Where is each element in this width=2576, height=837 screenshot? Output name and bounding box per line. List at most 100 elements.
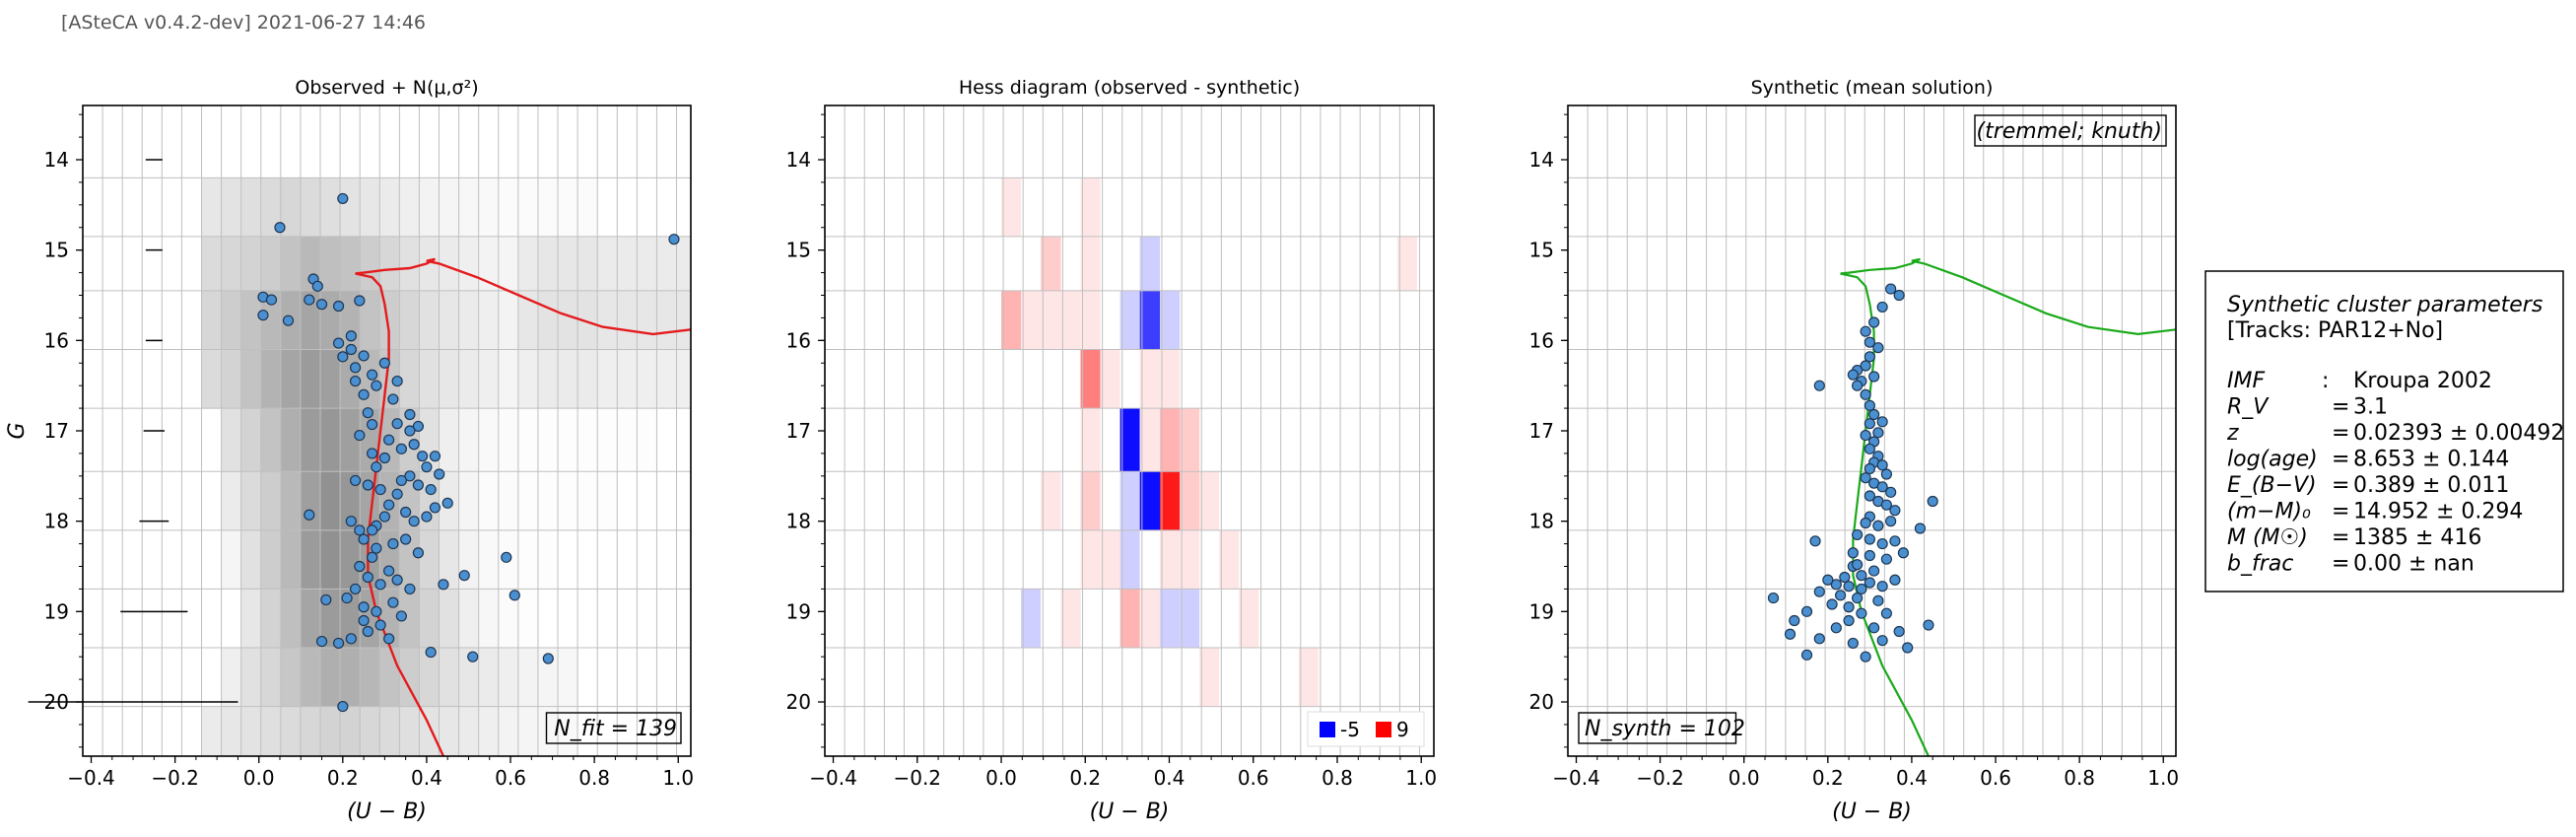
density-bin [597, 349, 618, 409]
x-tick-label: 0.0 [1729, 766, 1760, 790]
hess-cell [1001, 177, 1022, 237]
panel-title: Hess diagram (observed - synthetic) [959, 77, 1300, 99]
hess-cell [1219, 529, 1240, 590]
density-bin [221, 648, 242, 708]
density-bin [260, 408, 282, 472]
density-bin [221, 349, 242, 409]
hess-cell [1021, 290, 1042, 350]
x-tick-label: −0.2 [1636, 766, 1684, 790]
data-point [1847, 369, 1859, 381]
hess-cell [1160, 471, 1181, 530]
density-bin [637, 408, 657, 472]
data-point [1860, 651, 1871, 663]
density-bin [478, 471, 500, 531]
data-point [1864, 336, 1875, 348]
grid [825, 105, 1434, 756]
density-bin [360, 177, 380, 238]
density-bin [656, 236, 678, 292]
parameters-frame [2204, 270, 2564, 593]
density-bin [419, 706, 441, 756]
density-bin [379, 236, 400, 292]
data-point [1789, 614, 1800, 627]
density-bin [399, 529, 420, 590]
hess-cell [1041, 290, 1061, 350]
data-point [1852, 528, 1864, 541]
density-bin [458, 349, 480, 409]
data-point [358, 533, 370, 545]
data-point [1856, 607, 1867, 619]
hess-cell [1180, 408, 1200, 472]
density-bin [300, 648, 321, 708]
density-bin [676, 290, 691, 350]
density-bin [558, 177, 578, 238]
parameter-label: IMF [2227, 369, 2265, 393]
data-point [362, 571, 373, 584]
density-bin [280, 529, 302, 590]
data-point [345, 516, 357, 527]
density-bin [320, 471, 341, 531]
data-point [1809, 535, 1821, 547]
x-axis-label: (U − B) [1832, 800, 1912, 824]
density-bin [478, 236, 500, 292]
density-bin [439, 589, 460, 649]
data-point [345, 343, 357, 356]
density-bin [300, 290, 321, 350]
y-axis-label: G [5, 422, 30, 439]
density-bin [637, 290, 657, 350]
data-point [1889, 535, 1901, 547]
data-point [378, 511, 390, 523]
hess-cell [1119, 408, 1140, 472]
data-point [395, 443, 407, 454]
density-bin [439, 290, 460, 350]
density-bin [439, 408, 460, 472]
parameter-sep: = [2332, 448, 2349, 472]
density-bin [537, 471, 559, 531]
density-bin [419, 589, 441, 649]
density-bin [260, 177, 282, 238]
data-point [1826, 598, 1838, 610]
density-bin [439, 706, 460, 756]
data-point [1822, 574, 1834, 586]
density-bin [399, 706, 420, 756]
error-bars [28, 159, 238, 703]
density-bin [280, 177, 302, 238]
density-bin [399, 290, 420, 350]
density-bin [221, 706, 242, 756]
density-bin [617, 408, 638, 472]
density-bin [419, 236, 441, 292]
density-bin [419, 349, 441, 409]
hess-cell [1160, 408, 1181, 472]
hess-cell [1021, 589, 1042, 648]
parameter-label: b_frac [2227, 552, 2293, 577]
density-bin [458, 471, 480, 531]
isochrone-line [355, 257, 691, 756]
n-fit-annotation-box [545, 712, 682, 744]
density-bin [260, 236, 282, 292]
hess-cell [1060, 589, 1081, 648]
density-bin [300, 529, 321, 590]
parameter-label: M (M☉) [2227, 525, 2308, 550]
data-point [274, 222, 286, 234]
parameter-sep: = [2332, 395, 2349, 420]
data-point [1893, 625, 1905, 638]
hess-cell [1001, 290, 1022, 350]
density-bin [597, 471, 618, 531]
density-bin [201, 349, 223, 409]
parameter-value: 14.952 ± 0.294 [2353, 500, 2523, 524]
data-point [378, 452, 390, 464]
density-bin [637, 349, 657, 409]
density-bin [399, 589, 420, 649]
data-point [371, 380, 382, 391]
density-bin [498, 706, 519, 756]
data-point [1902, 642, 1914, 654]
data-point [354, 295, 366, 307]
density-bin [419, 471, 441, 531]
x-tick-label: 0.6 [1980, 766, 2011, 790]
density-bin [300, 706, 321, 756]
data-point [387, 393, 399, 405]
data-point [668, 234, 680, 245]
n-synth-annotation-box [1578, 712, 1737, 744]
y-tick-label: 15 [786, 239, 811, 262]
density-bin [439, 529, 460, 590]
solver-annotation: (tremmel; knuth) [1974, 114, 2167, 147]
